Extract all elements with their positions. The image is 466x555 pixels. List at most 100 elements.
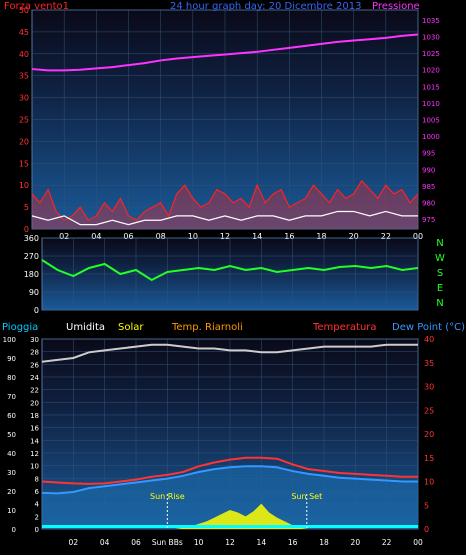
humidity-y-tick: 0 [12, 526, 16, 534]
time-x-tick: 02 [59, 232, 69, 241]
dir-y-tick: 360 [24, 234, 39, 243]
compass-label: S [437, 268, 443, 279]
pressure-y-tick: 1010 [422, 100, 440, 108]
temp-y-tick: 40 [424, 335, 434, 344]
humidity-y-tick: 100 [3, 336, 16, 344]
dir-y-tick: 180 [24, 270, 39, 279]
temp-x-tick: 06 [131, 538, 141, 547]
time-x-tick: 06 [123, 232, 133, 241]
humidity-y-tick: 60 [7, 412, 16, 420]
mid-y-tick: 12 [30, 450, 39, 458]
legend-humidity: Umidita [66, 322, 105, 333]
pressure-y-tick: 985 [422, 183, 435, 191]
direction-series-line [41, 259, 419, 282]
wind-y-tick: 25 [19, 116, 29, 125]
pressure-y-tick: 1000 [422, 133, 440, 141]
humidity-y-tick: 40 [7, 450, 16, 458]
temp-x-tick: 04 [100, 538, 110, 547]
wind-y-tick: 0 [24, 225, 29, 234]
time-x-tick: 10 [188, 232, 198, 241]
compass-label: E [437, 283, 443, 294]
time-x-tick: 22 [381, 232, 391, 241]
pressure-y-tick: 1025 [422, 50, 440, 58]
dir-y-tick: 270 [24, 252, 39, 261]
mid-y-tick: 10 [30, 463, 39, 471]
wind-y-tick: 10 [19, 181, 29, 190]
compass-label: N [436, 298, 443, 309]
mid-y-tick: 18 [30, 412, 39, 420]
wind-y-tick: 35 [19, 72, 29, 81]
temp-x-tick: 16 [288, 538, 298, 547]
dewpoint-area [42, 466, 418, 529]
wind-y-tick: 50 [19, 6, 29, 15]
wind-area [32, 180, 418, 229]
wind-y-tick: 5 [24, 203, 29, 212]
mid-y-tick: 16 [30, 425, 39, 433]
temp-x-tick: 20 [351, 538, 361, 547]
temp-x-tick: 18 [319, 538, 329, 547]
mid-y-tick: 24 [30, 374, 39, 382]
pressure-y-tick: 1035 [422, 17, 440, 25]
temp-y-tick: 0 [424, 525, 429, 534]
legend-temperature: Temperatura [312, 322, 377, 333]
mid-y-tick: 2 [35, 513, 39, 521]
mid-y-tick: 0 [35, 526, 39, 534]
pressure-y-tick: 995 [422, 150, 435, 158]
mid-y-tick: 14 [30, 437, 39, 445]
time-x-tick: 04 [91, 232, 101, 241]
temp-x-tick: 12 [225, 538, 235, 547]
mid-y-tick: 30 [30, 336, 39, 344]
compass-label: W [435, 253, 445, 264]
humidity-y-tick: 50 [7, 431, 16, 439]
time-x-tick: 12 [220, 232, 230, 241]
mid-y-tick: 20 [30, 399, 39, 407]
wind-series-line [31, 179, 419, 222]
temp-y-tick: 10 [424, 478, 434, 487]
pressure-y-tick: 1005 [422, 117, 440, 125]
time-x-tick: 16 [284, 232, 294, 241]
pressure-series-line [31, 33, 419, 72]
humidity-y-tick: 10 [7, 507, 16, 515]
time-x-tick: 18 [316, 232, 326, 241]
humidity-y-tick: 70 [7, 393, 16, 401]
pressure-y-tick: 975 [422, 216, 435, 224]
pressure-y-tick: 1020 [422, 67, 440, 75]
gust_white-series-line [31, 210, 418, 226]
temp-x-tick: 14 [257, 538, 267, 547]
sun-annotation-label: Sun Set [291, 492, 322, 501]
humidity-y-tick: 30 [7, 469, 16, 477]
wind-y-tick: 30 [19, 94, 29, 103]
time-x-tick: 20 [349, 232, 359, 241]
legend-dewpoint: Dew Point (°C) [392, 322, 465, 333]
pressure-y-tick: 980 [422, 199, 435, 207]
legend-rain: Pioggia [2, 322, 38, 333]
mid-y-tick: 22 [30, 387, 39, 395]
temp-y-tick: 15 [424, 454, 434, 463]
dir-y-tick: 90 [29, 288, 39, 297]
mid-y-tick: 28 [30, 349, 39, 357]
temp-x-tick: 02 [69, 538, 79, 547]
legend-solar: Solar [118, 322, 144, 333]
date-header-label: 24 hour graph day: 20 Dicembre 2013 [170, 1, 361, 12]
time-x-tick: 00 [413, 232, 423, 241]
time-x-tick: 08 [156, 232, 166, 241]
solar-area [167, 503, 309, 529]
dir-y-tick: 0 [34, 306, 39, 315]
humidity-y-tick: 80 [7, 374, 16, 382]
time-x-tick: 14 [252, 232, 262, 241]
temp-x-tick: Sun BBs [152, 538, 183, 547]
wind-y-tick: 15 [19, 159, 29, 168]
sun-annotation-label: Sun Rise [150, 492, 185, 501]
humidity-y-tick: 90 [7, 355, 16, 363]
pressure-header-label: Pressione [372, 1, 420, 12]
legend-temp-riarnoli: Temp. Riarnoli [171, 322, 243, 333]
temperature-series-line [41, 456, 418, 485]
mid-y-tick: 6 [35, 488, 40, 496]
pressure-y-tick: 990 [422, 166, 435, 174]
wind-y-tick: 45 [19, 28, 29, 37]
mid-y-tick: 26 [30, 361, 39, 369]
pressure-y-tick: 1015 [422, 83, 440, 91]
temp-y-tick: 20 [424, 430, 434, 439]
